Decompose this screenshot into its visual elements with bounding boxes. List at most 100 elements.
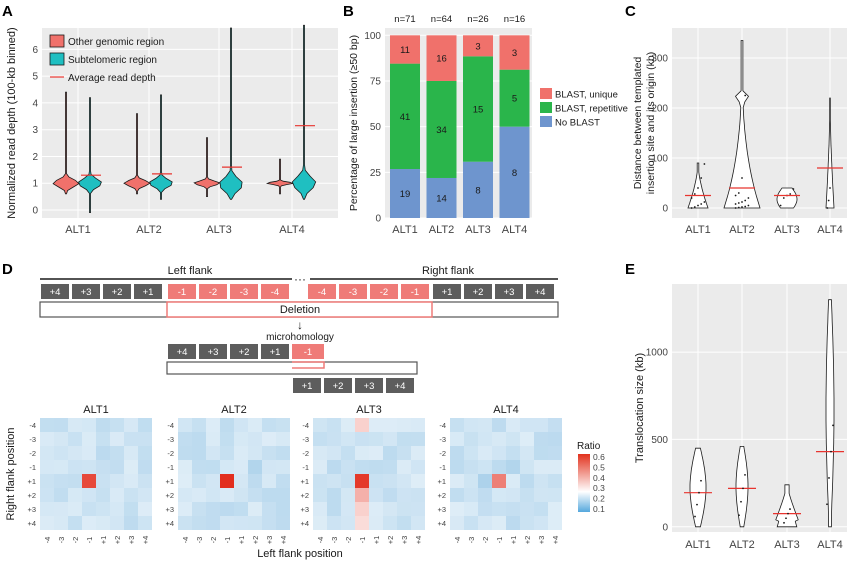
heatmap-cell — [234, 432, 248, 446]
right-flank-label: +3 — [504, 287, 515, 298]
heatmap-cell — [248, 502, 262, 516]
heatmap-cell — [548, 516, 562, 530]
data-point — [782, 197, 785, 199]
heatmap-cell — [534, 502, 548, 516]
data-point — [737, 192, 740, 194]
heatmap-cell — [138, 418, 152, 432]
heatmap-cell — [40, 488, 54, 502]
heatmap-cell — [178, 516, 192, 530]
data-point — [737, 206, 740, 209]
heatmap-cell — [506, 474, 520, 488]
heatmap-cell — [82, 446, 96, 460]
y-tick-label: 0 — [375, 214, 381, 225]
heatmap-cell — [96, 432, 110, 446]
data-point — [830, 450, 832, 453]
heatmap-cell — [534, 460, 548, 474]
heatmap-cell — [369, 502, 383, 516]
heatmap-cell — [313, 418, 327, 432]
heatmap-cell — [520, 446, 534, 460]
heatmap-cell — [341, 474, 355, 488]
y-axis-label: Translocation size (kb) — [634, 353, 646, 463]
left-flank-box — [134, 284, 162, 299]
x-tick-label: +2 — [251, 536, 260, 545]
heatmap-cell — [355, 502, 369, 516]
heatmap-cell — [124, 418, 138, 432]
heatmap-cell — [54, 432, 68, 446]
bar-segment — [463, 56, 493, 162]
y-tick-label: -3 — [439, 435, 446, 444]
y-tick-label: -3 — [167, 435, 174, 444]
y-tick-label: 0 — [662, 204, 668, 215]
bar-value-label: 15 — [473, 105, 484, 116]
y-tick-label: +3 — [165, 505, 174, 514]
mh-bottom-box — [324, 378, 352, 393]
heatmap-cell — [411, 418, 425, 432]
deletion-left-label: -1 — [178, 287, 186, 298]
x-tick-label: -2 — [481, 537, 490, 544]
x-tick-label: +4 — [141, 536, 150, 545]
bar-segment — [499, 35, 530, 70]
heatmap-cell — [506, 418, 520, 432]
legend-swatch — [540, 116, 552, 127]
y-tick-label: +3 — [437, 505, 446, 514]
heatmap-title: ALT1 — [83, 404, 108, 416]
heatmap-cell — [313, 460, 327, 474]
x-tick-label: ALT3 — [206, 224, 231, 236]
heatmap-cell — [68, 488, 82, 502]
bar-segment — [463, 35, 493, 57]
data-point — [738, 514, 740, 517]
heatmap-cell — [355, 432, 369, 446]
data-point — [742, 487, 744, 490]
bar-segment — [499, 69, 530, 127]
left-flank-label: +4 — [50, 287, 61, 298]
heatmap-cell — [54, 502, 68, 516]
colorbar-tick-label: 0.1 — [593, 504, 605, 514]
heatmap-cell — [478, 418, 492, 432]
heatmap-cell — [138, 474, 152, 488]
heatmap-cell — [276, 488, 290, 502]
right-flank-label: Right flank — [422, 265, 474, 277]
y-tick-label: -2 — [302, 449, 309, 458]
mh-top-box — [199, 344, 227, 359]
data-point — [787, 512, 789, 515]
heatmap-cell — [397, 502, 411, 516]
heatmap-cell — [220, 418, 234, 432]
heatmap-cell — [248, 446, 262, 460]
x-tick-label: -1 — [223, 537, 232, 544]
heatmap-cell — [262, 460, 276, 474]
heatmap-cell — [478, 502, 492, 516]
heatmap-cell — [178, 474, 192, 488]
y-tick-label: +3 — [300, 505, 309, 514]
data-point — [744, 199, 747, 202]
heatmap-cell — [355, 516, 369, 530]
bar-value-label: 41 — [400, 112, 411, 123]
count-label: n=71 — [394, 14, 415, 25]
heatmap-cell — [262, 432, 276, 446]
y-tick-label: 4 — [32, 98, 38, 109]
y-tick-label: -2 — [29, 449, 36, 458]
down-arrow: ↓ — [297, 318, 303, 332]
heatmap-cell — [369, 432, 383, 446]
bar-segment — [390, 63, 420, 170]
heatmap-cell — [192, 418, 206, 432]
data-point — [744, 473, 746, 476]
mh-bottom-label: +3 — [364, 381, 375, 392]
data-point — [828, 477, 830, 479]
y-tick-label: 0 — [32, 205, 38, 216]
heatmap-cell — [450, 488, 464, 502]
heatmap-cell — [96, 488, 110, 502]
heatmap-cell — [276, 474, 290, 488]
heatmap-cell — [262, 446, 276, 460]
heatmap-cell — [327, 460, 341, 474]
heatmap-cell — [82, 502, 96, 516]
violin — [723, 40, 761, 209]
heatmap-cell — [341, 502, 355, 516]
heatmap-cell — [276, 418, 290, 432]
heatmap-cell — [234, 516, 248, 530]
violin — [825, 97, 835, 209]
x-tick-label: ALT2 — [729, 224, 754, 236]
heatmap-cell — [450, 418, 464, 432]
deletion-right-box — [339, 284, 367, 299]
colorbar-title: Ratio — [577, 441, 601, 452]
heatmap-cell — [341, 432, 355, 446]
